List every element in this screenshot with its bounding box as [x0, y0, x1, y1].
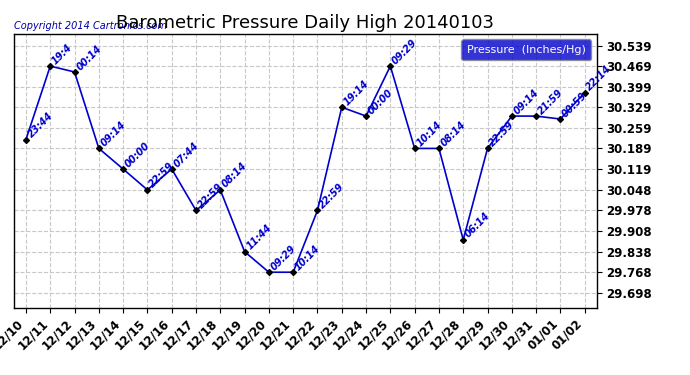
Text: 08:14: 08:14	[220, 161, 249, 190]
Text: 09:29: 09:29	[269, 243, 298, 272]
Text: 08:14: 08:14	[439, 120, 468, 148]
Text: 00:14: 00:14	[75, 43, 104, 72]
Text: 00:00: 00:00	[123, 140, 152, 169]
Text: 09:29: 09:29	[391, 37, 420, 66]
Text: 22:59: 22:59	[317, 182, 346, 210]
Text: 23:44: 23:44	[26, 111, 55, 140]
Legend: Pressure  (Inches/Hg): Pressure (Inches/Hg)	[462, 39, 591, 60]
Text: 00:59: 00:59	[560, 90, 589, 119]
Text: 22:59: 22:59	[148, 161, 177, 190]
Text: 22:59: 22:59	[488, 120, 516, 148]
Text: 09:14: 09:14	[99, 120, 128, 148]
Text: 07:44: 07:44	[172, 140, 201, 169]
Text: 10:14: 10:14	[415, 120, 444, 148]
Text: 22:59: 22:59	[196, 182, 225, 210]
Text: 19:14: 19:14	[342, 78, 371, 107]
Text: 00:00: 00:00	[366, 87, 395, 116]
Text: 11:44: 11:44	[244, 223, 273, 252]
Text: 09:14: 09:14	[512, 87, 541, 116]
Text: 19:4: 19:4	[50, 42, 75, 66]
Text: 22:14: 22:14	[584, 64, 613, 93]
Text: 21:59: 21:59	[536, 87, 565, 116]
Text: 06:14: 06:14	[463, 211, 492, 240]
Text: Copyright 2014 Cartronics.com: Copyright 2014 Cartronics.com	[14, 21, 167, 31]
Text: 10:14: 10:14	[293, 243, 322, 272]
Title: Barometric Pressure Daily High 20140103: Barometric Pressure Daily High 20140103	[117, 14, 494, 32]
